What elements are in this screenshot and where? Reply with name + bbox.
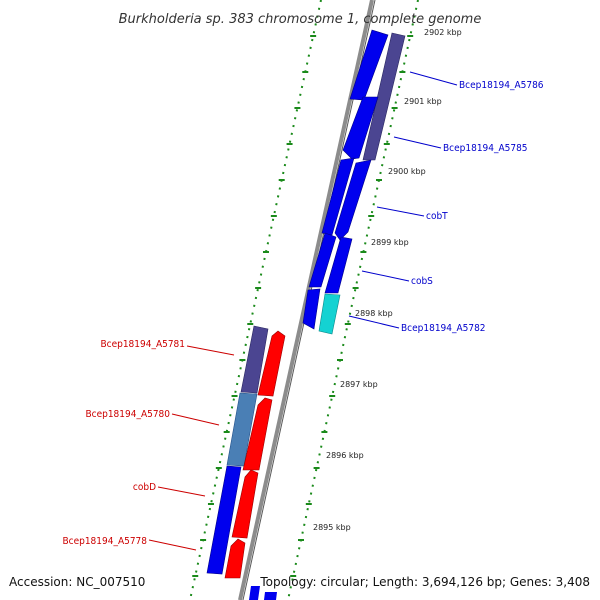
gene-feature[interactable] bbox=[257, 330, 286, 397]
gene-feature[interactable] bbox=[308, 232, 337, 288]
gene-feature[interactable] bbox=[324, 236, 353, 294]
gene-label[interactable]: Bcep18194_A5785 bbox=[443, 143, 528, 154]
forward-gene-labels: Bcep18194_A5786 Bcep18194_A5785 cobT cob… bbox=[401, 80, 544, 334]
gene-feature[interactable] bbox=[362, 32, 406, 161]
inner-scale-ring bbox=[189, 0, 322, 600]
kbp-tick-label: 2896 kbp bbox=[326, 451, 364, 460]
accession-text: Accession: NC_007510 bbox=[9, 575, 145, 589]
map-title: Burkholderia sp. 383 chromosome 1, compl… bbox=[119, 12, 482, 27]
gene-label[interactable]: Bcep18194_A5786 bbox=[459, 80, 544, 91]
leader-line bbox=[361, 270, 410, 282]
forward-strand-genes bbox=[302, 29, 406, 335]
kbp-tick-label: 2901 kbp bbox=[404, 97, 442, 106]
gene-feature[interactable] bbox=[264, 592, 277, 600]
gene-feature[interactable] bbox=[302, 288, 321, 330]
gene-feature[interactable] bbox=[240, 325, 269, 394]
gene-feature[interactable] bbox=[242, 397, 273, 471]
reverse-strand-genes bbox=[206, 325, 286, 579]
gene-feature[interactable] bbox=[342, 96, 379, 160]
gene-label[interactable]: Bcep18194_A5782 bbox=[401, 323, 486, 334]
leader-line bbox=[186, 345, 235, 356]
leader-line bbox=[393, 136, 442, 149]
gene-label[interactable]: Bcep18194_A5780 bbox=[85, 409, 170, 420]
leader-line bbox=[171, 413, 220, 426]
kbp-tick-label: 2897 kbp bbox=[340, 380, 378, 389]
gene-feature[interactable] bbox=[318, 293, 341, 335]
gene-feature[interactable] bbox=[334, 159, 372, 241]
leader-line bbox=[376, 206, 425, 217]
gene-feature[interactable] bbox=[321, 157, 355, 236]
gene-label[interactable]: Bcep18194_A5781 bbox=[100, 339, 185, 350]
reverse-gene-labels: Bcep18194_A5781 Bcep18194_A5780 cobD Bce… bbox=[62, 339, 185, 547]
gene-feature[interactable] bbox=[249, 586, 260, 600]
leader-line bbox=[409, 71, 458, 86]
reverse-label-leaders bbox=[148, 345, 235, 551]
gene-label[interactable]: cobD bbox=[133, 482, 156, 493]
leader-line bbox=[148, 539, 197, 551]
ring-ticks bbox=[192, 35, 414, 577]
leader-line bbox=[348, 315, 400, 329]
kbp-tick-label: 2895 kbp bbox=[313, 523, 351, 532]
kbp-tick-label: 2899 kbp bbox=[371, 238, 409, 247]
kbp-scale: 2902 kbp 2901 kbp 2900 kbp 2899 kbp 2898… bbox=[313, 28, 462, 532]
genome-backbone bbox=[238, 0, 374, 600]
kbp-tick-label: 2898 kbp bbox=[355, 309, 393, 318]
kbp-tick-label: 2900 kbp bbox=[388, 167, 426, 176]
gene-label[interactable]: cobT bbox=[426, 211, 448, 222]
kbp-tick-label: 2902 kbp bbox=[424, 28, 462, 37]
gene-label[interactable]: Bcep18194_A5778 bbox=[62, 536, 147, 547]
gene-feature[interactable] bbox=[206, 465, 242, 575]
gene-feature[interactable] bbox=[224, 538, 246, 579]
gene-label[interactable]: cobS bbox=[411, 276, 433, 287]
gene-feature[interactable] bbox=[231, 469, 259, 539]
forward-label-leaders bbox=[348, 71, 458, 329]
topology-text: Topology: circular; Length: 3,694,126 bp… bbox=[259, 575, 590, 589]
leader-line bbox=[157, 486, 206, 497]
